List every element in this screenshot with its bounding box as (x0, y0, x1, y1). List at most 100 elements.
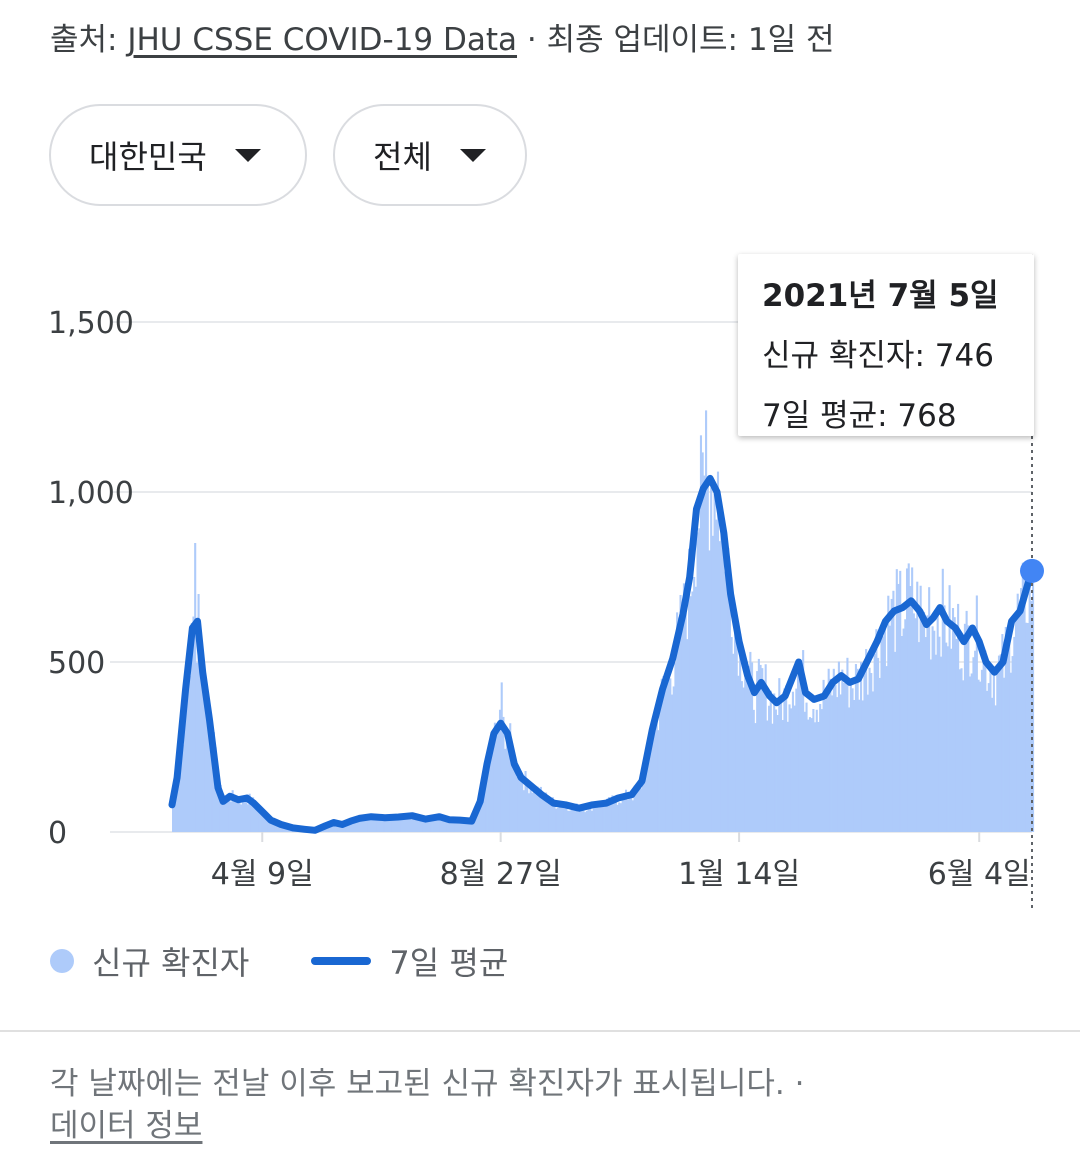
region-dropdown[interactable]: 전체 (333, 104, 527, 206)
daily-bar (977, 679, 980, 832)
daily-bar (190, 622, 193, 832)
daily-bar (480, 797, 483, 832)
daily-bar (863, 673, 866, 832)
daily-bar (882, 636, 885, 832)
daily-bar (359, 817, 362, 832)
daily-bar (705, 410, 708, 832)
daily-bar (945, 642, 948, 832)
daily-bar (262, 810, 265, 832)
daily-bar (768, 705, 771, 832)
daily-bar (231, 790, 234, 832)
daily-bar (240, 804, 243, 832)
daily-bar (699, 435, 703, 832)
daily-bar (263, 816, 267, 832)
daily-bar (934, 654, 938, 832)
daily-bar (579, 809, 582, 832)
daily-bar (1032, 578, 1035, 832)
daily-bar (403, 817, 406, 832)
daily-bar (1014, 618, 1018, 832)
daily-bar (841, 669, 844, 832)
daily-bar (858, 699, 861, 832)
daily-bar (650, 745, 653, 832)
daily-bar (410, 819, 413, 832)
daily-bars (172, 410, 1035, 832)
tooltip-average: 7일 평균: 768 (762, 398, 957, 434)
daily-bar (900, 636, 903, 832)
daily-bar (349, 820, 352, 832)
daily-bar (458, 818, 461, 832)
daily-bar (350, 822, 353, 832)
daily-bar (708, 550, 711, 832)
daily-bar (999, 654, 1002, 832)
daily-bar (194, 543, 197, 832)
daily-bar (851, 688, 854, 832)
daily-bar (967, 625, 970, 832)
daily-bar (960, 668, 963, 832)
daily-bar (405, 819, 408, 832)
daily-bar (173, 795, 176, 832)
daily-bar (887, 595, 890, 832)
daily-bar (330, 824, 333, 832)
chart-legend: 신규 확진자 7일 평균 (50, 938, 508, 984)
y-tick-label: 1,000 (48, 476, 134, 511)
daily-bar (269, 820, 272, 832)
daily-bar (488, 752, 491, 832)
daily-bar (769, 690, 772, 832)
country-dropdown-label: 대한민국 (89, 138, 207, 176)
daily-bar (853, 699, 856, 832)
daily-bar (996, 667, 999, 832)
daily-bar (783, 688, 786, 832)
cases-chart[interactable]: 0 500 1,000 1,500 4월 9일 8월 27일 1월 14일 6월 4일 (0, 240, 1080, 920)
daily-bar (974, 650, 977, 832)
daily-bar (1028, 565, 1031, 832)
daily-bar (452, 817, 456, 832)
country-dropdown[interactable]: 대한민국 (49, 104, 307, 206)
daily-bar (837, 661, 840, 832)
daily-bar (192, 616, 195, 832)
daily-bar (389, 819, 393, 832)
daily-bar (189, 676, 192, 832)
daily-bar (560, 807, 563, 832)
daily-bar (369, 819, 372, 832)
daily-bar (682, 583, 685, 832)
daily-bar (580, 810, 583, 832)
source-line: 출처: JHU CSSE COVID-19 Data · 최종 업데이트: 1일… (50, 14, 834, 59)
daily-bar (645, 758, 648, 832)
daily-bar (252, 797, 255, 832)
data-info-link[interactable]: 데이터 정보 (50, 1108, 203, 1144)
daily-bar (516, 777, 519, 832)
daily-bar (187, 681, 190, 832)
daily-bar (839, 694, 842, 832)
daily-bar (711, 535, 714, 832)
daily-bar (590, 810, 594, 832)
daily-bar (897, 583, 900, 832)
daily-bar (561, 805, 565, 832)
daily-bar (739, 633, 742, 832)
daily-bar (338, 823, 341, 832)
daily-bar (470, 820, 473, 832)
daily-bar (613, 796, 616, 832)
daily-bar (182, 744, 185, 832)
caret-down-icon (234, 148, 261, 162)
daily-bar (878, 677, 881, 832)
daily-bar (788, 704, 791, 832)
daily-bar (238, 802, 241, 832)
daily-bar (519, 774, 522, 832)
daily-bar (534, 794, 537, 832)
daily-bar (626, 799, 629, 832)
daily-bar (653, 721, 657, 832)
daily-bar (674, 662, 677, 832)
source-link[interactable]: JHU CSSE COVID-19 Data (127, 22, 518, 58)
daily-bar (885, 666, 888, 832)
daily-bar (1009, 672, 1012, 832)
daily-bar (422, 817, 425, 832)
daily-bar (260, 807, 263, 832)
daily-bar (825, 693, 829, 832)
daily-bar (396, 819, 399, 832)
daily-bar (270, 822, 273, 832)
daily-bar (994, 705, 997, 832)
daily-bar (449, 820, 452, 832)
daily-bar (541, 793, 544, 832)
daily-bar (1004, 626, 1007, 832)
daily-bar (328, 826, 331, 832)
